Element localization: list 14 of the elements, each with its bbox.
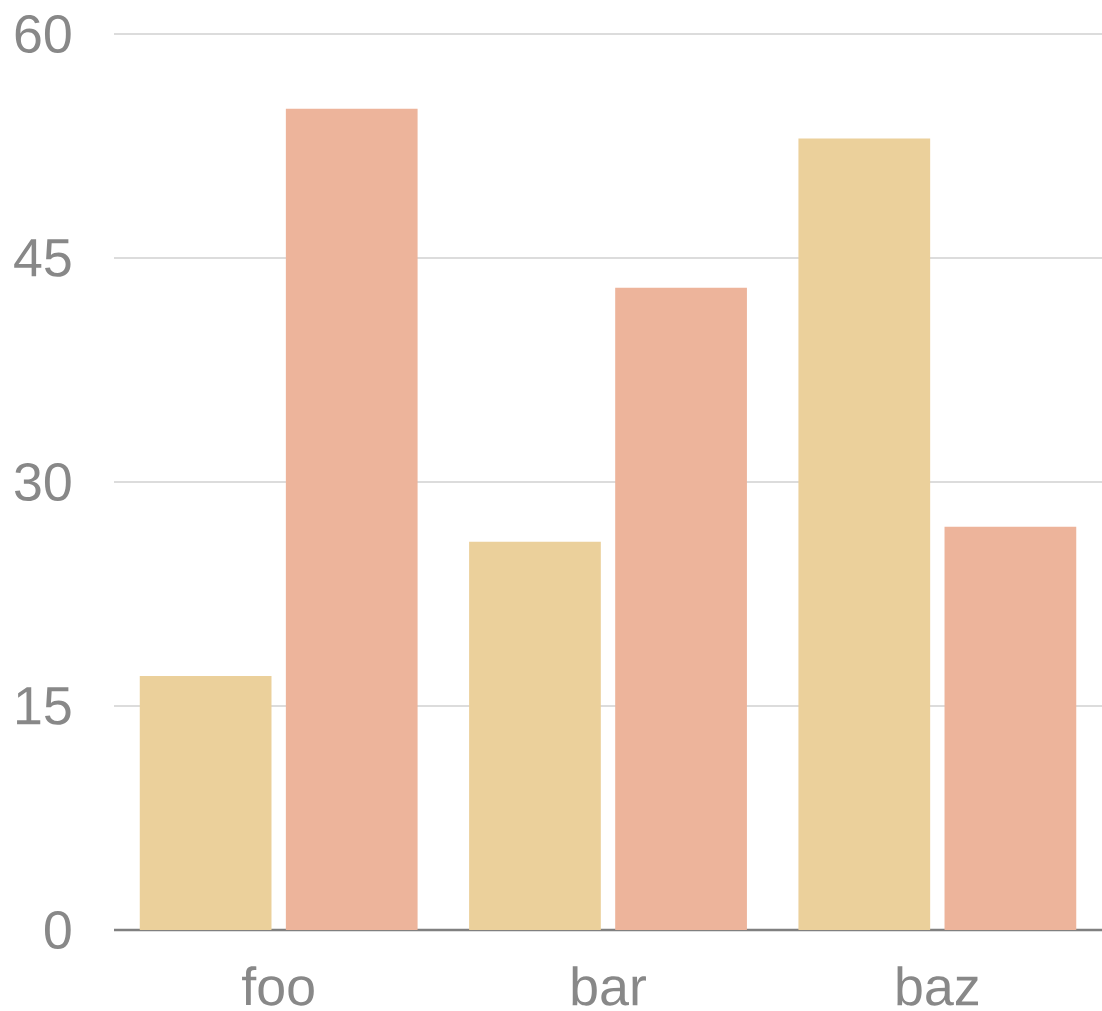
x-tick-label: baz: [897, 966, 979, 1006]
y-tick-label: 60: [15, 14, 71, 54]
y-tick-label: 45: [14, 239, 71, 277]
y-tick-label: 15: [17, 687, 71, 725]
bar: [944, 526, 1077, 930]
bar: [798, 138, 931, 930]
bar: [615, 287, 747, 930]
bar: [285, 108, 418, 930]
y-tick-label: 0: [44, 910, 71, 950]
bar: [469, 541, 601, 930]
x-tick-label: bar: [572, 966, 646, 1006]
bar: [139, 676, 272, 930]
y-tick-label: 30: [15, 462, 71, 502]
x-tick-label: foo: [242, 966, 314, 1006]
